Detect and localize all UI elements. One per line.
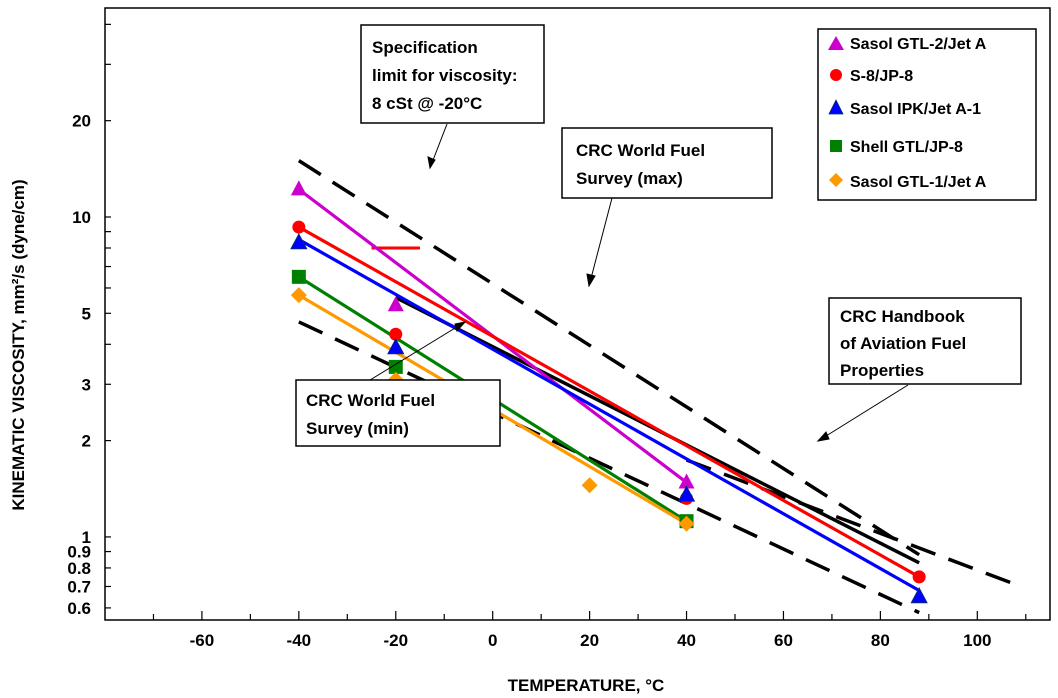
annotation-box	[561, 127, 773, 199]
data-point-2	[910, 586, 928, 604]
data-point-2	[290, 233, 308, 250]
annotation-survey-min: CRC World Fuel Survey (min)	[295, 379, 501, 447]
annotation-line: CRC Handbook	[840, 307, 965, 326]
y-tick-label: 20	[72, 112, 91, 131]
legend-label: Sasol GTL-2/Jet A	[850, 36, 987, 53]
y-tick-label: 0.9	[67, 543, 91, 562]
annotation-line: of Aviation Fuel	[840, 334, 966, 353]
legend-marker-diamond	[829, 173, 843, 187]
x-tick-label: 60	[774, 631, 793, 650]
annotation-line: CRC World Fuel	[576, 141, 705, 160]
series-line-2	[298, 238, 920, 592]
arrowhead	[454, 321, 467, 333]
annotation-line: Survey (min)	[306, 419, 409, 438]
data-point-3	[291, 269, 306, 284]
y-tick-label: 0.6	[67, 599, 91, 618]
data-point-1	[292, 220, 306, 234]
series-line-1	[298, 225, 920, 579]
annotation-spec-limit: Specification limit for viscosity: 8 cSt…	[360, 24, 545, 124]
callout-arrows	[369, 123, 909, 442]
arrowhead	[427, 156, 436, 170]
annotation-box	[360, 24, 545, 124]
arrowhead	[816, 431, 830, 442]
y-tick-label: 2	[82, 432, 91, 451]
legend-box	[817, 28, 1037, 201]
data-point-0	[387, 296, 404, 312]
reference-line-handbook_upper	[685, 458, 1022, 589]
arrowhead	[586, 273, 596, 288]
annotation-line: Properties	[840, 361, 924, 380]
x-tick-label: 100	[963, 631, 991, 650]
x-tick-label: -20	[383, 631, 408, 650]
data-point-4	[290, 287, 307, 304]
legend-marker-triangle	[828, 36, 844, 50]
x-tick-label: 80	[871, 631, 890, 650]
y-tick-label: 0.8	[67, 559, 91, 578]
data-point-2	[387, 337, 405, 355]
y-tick-label: 10	[72, 208, 91, 227]
data-point-4	[678, 515, 695, 532]
legend-item: S-8/JP-8	[830, 68, 913, 85]
x-tick-label: 20	[580, 631, 599, 650]
annotation-line: Specification	[372, 38, 478, 57]
legend-label: Sasol GTL-1/Jet A	[850, 174, 987, 191]
legend-label: Sasol IPK/Jet A-1	[850, 101, 981, 118]
y-tick-label: 1	[82, 528, 91, 547]
data-point-2	[677, 485, 696, 502]
x-tick-label: 40	[677, 631, 696, 650]
annotation-line: limit for viscosity:	[372, 66, 517, 85]
data-point-4	[581, 477, 598, 494]
x-tick-label: 0	[488, 631, 497, 650]
x-tick-label: -40	[287, 631, 312, 650]
annotation-survey-max: CRC World Fuel Survey (max)	[561, 127, 773, 199]
y-axis-title: KINEMATIC VISCOSITY, mm²/s (dyne/cm)	[9, 179, 28, 510]
legend-marker-square	[830, 140, 842, 152]
data-point-0	[290, 180, 307, 196]
annotation-box	[295, 379, 501, 447]
annotation-handbook: CRC Handbook of Aviation Fuel Properties	[828, 297, 1022, 385]
legend-item: Sasol GTL-1/Jet A	[829, 173, 987, 191]
axes: -60 -40 -20 0 20 40 60 80 100 0.6 0.70.80.91 2 3 5 10 2…	[67, 23, 1027, 650]
y-tick-label: 3	[82, 375, 91, 394]
annotation-box	[828, 297, 1022, 385]
legend: Sasol GTL-2/Jet A S-8/JP-8 Sasol IPK/Jet…	[817, 28, 1037, 201]
legend-marker-triangle	[828, 99, 844, 115]
plot-frame	[104, 7, 1051, 621]
survey-max-callout-arrow	[588, 197, 613, 287]
legend-item: Sasol GTL-2/Jet A	[828, 36, 987, 53]
y-tick-label: 5	[82, 304, 91, 323]
legend-item: Shell GTL/JP-8	[830, 139, 963, 156]
annotation-line: CRC World Fuel	[306, 391, 435, 410]
annotation-line: Survey (max)	[576, 169, 683, 188]
legend-label: Shell GTL/JP-8	[850, 139, 963, 156]
legend-marker-circle	[830, 69, 842, 81]
survey-min-callout-arrow	[369, 321, 466, 381]
data-point-1	[912, 570, 926, 584]
data-point-3	[388, 359, 403, 374]
y-tick-label: 0.7	[67, 577, 91, 596]
data-point-0	[678, 473, 695, 489]
annotation-line: 8 cSt @ -20°C	[372, 94, 482, 113]
x-tick-label: -60	[190, 631, 215, 650]
handbook-callout-arrow	[817, 384, 909, 442]
data-point-1	[389, 327, 403, 341]
reference-line-survey_min	[298, 320, 920, 615]
reference-line-survey_max	[297, 159, 921, 557]
legend-label: S-8/JP-8	[850, 68, 913, 85]
plot-area	[104, 7, 1051, 621]
x-axis-title: TEMPERATURE, °C	[508, 676, 665, 695]
series-lines	[297, 188, 920, 592]
legend-item: Sasol IPK/Jet A-1	[828, 99, 981, 118]
